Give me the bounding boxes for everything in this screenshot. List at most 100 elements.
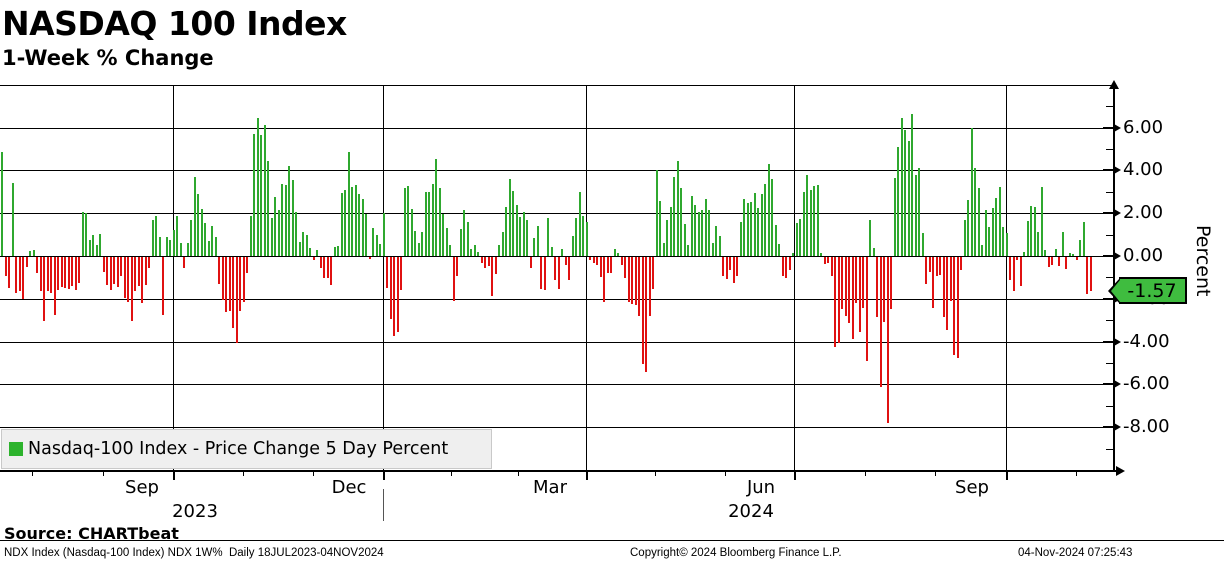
bar [613, 249, 616, 256]
bar [771, 178, 774, 256]
bar [606, 257, 609, 273]
bar [638, 257, 641, 317]
y-major-tick [1103, 426, 1114, 429]
year-divider-line [383, 489, 384, 521]
bar [225, 257, 228, 312]
bar [851, 257, 854, 339]
last-value-label: -1.57 [1119, 277, 1187, 304]
bar [645, 257, 648, 372]
bar [1065, 257, 1068, 270]
vgrid-line [586, 85, 587, 471]
x-minor-tick [32, 471, 33, 476]
bar [900, 118, 903, 256]
bar [228, 257, 231, 311]
bar [946, 257, 949, 330]
bar [456, 257, 459, 277]
bar [372, 228, 375, 256]
bar [883, 257, 886, 323]
bar [862, 257, 865, 309]
bar [134, 257, 137, 292]
bar [1051, 257, 1054, 265]
bar [823, 257, 826, 264]
bar [428, 191, 431, 256]
bar [288, 166, 291, 256]
bar [407, 186, 410, 256]
bar [368, 257, 371, 260]
last-value-tag: -1.57 [1108, 277, 1187, 304]
x-minor-tick [451, 471, 452, 476]
y-minor-tick [1106, 363, 1113, 364]
bar [757, 208, 760, 256]
bar [641, 257, 644, 364]
bar [239, 257, 242, 311]
bar [942, 257, 945, 317]
bar [337, 246, 340, 256]
bar [1089, 257, 1092, 291]
hgrid-line [0, 384, 1114, 386]
bar [179, 243, 182, 256]
bar [15, 257, 18, 294]
bar [515, 204, 518, 256]
bar [974, 168, 977, 256]
bar [935, 257, 938, 276]
bar [123, 257, 126, 298]
bar [564, 257, 567, 265]
bar [351, 187, 354, 256]
bar [1037, 231, 1040, 256]
bar [200, 208, 203, 256]
y-axis-title: Percent [1192, 225, 1214, 297]
bar [64, 257, 67, 289]
legend-swatch-icon [9, 442, 23, 456]
bar [1005, 233, 1008, 256]
bar [494, 257, 497, 275]
y-major-tick-arrow-icon [1114, 380, 1121, 389]
bar [155, 216, 158, 256]
x-month-label: Sep [125, 477, 159, 498]
y-major-tick [1103, 340, 1114, 343]
last-value-arrow-icon [1108, 277, 1120, 304]
bar [505, 206, 508, 256]
bar [687, 245, 690, 256]
bar [400, 257, 403, 291]
bar [452, 257, 455, 301]
bar [522, 211, 525, 256]
bar [256, 117, 259, 256]
bar [1002, 226, 1005, 256]
bar [785, 257, 788, 279]
bar [361, 198, 364, 256]
bar [624, 257, 627, 279]
x-axis [0, 470, 1120, 472]
bar [1023, 251, 1026, 256]
x-major-tick [173, 471, 175, 480]
bar [473, 245, 476, 256]
bar [477, 251, 480, 256]
legend[interactable]: Nasdaq-100 Index - Price Change 5 Day Pe… [1, 429, 492, 469]
bar [284, 185, 287, 256]
bar [18, 257, 21, 292]
plot-top-border [0, 85, 1114, 86]
bar [550, 247, 553, 256]
bar [151, 219, 154, 256]
bar [1058, 257, 1061, 266]
bar [218, 257, 221, 285]
bar [1016, 257, 1019, 261]
bar [165, 236, 168, 256]
bar [53, 257, 56, 315]
bar [981, 245, 984, 256]
y-major-tick-arrow-icon [1114, 209, 1121, 218]
bar [960, 257, 963, 271]
y-minor-tick [1106, 320, 1113, 322]
bar [953, 257, 956, 355]
bar [998, 187, 1001, 256]
hgrid-line [0, 127, 1114, 129]
bar [666, 220, 669, 256]
bar [869, 219, 872, 256]
bar [949, 257, 952, 301]
bar [501, 232, 504, 256]
bar [760, 193, 763, 256]
y-major-tick [1103, 126, 1114, 129]
bar [1012, 257, 1015, 291]
footer-timestamp: 04-Nov-2024 07:25:43 [1018, 547, 1133, 559]
bar [421, 232, 424, 256]
